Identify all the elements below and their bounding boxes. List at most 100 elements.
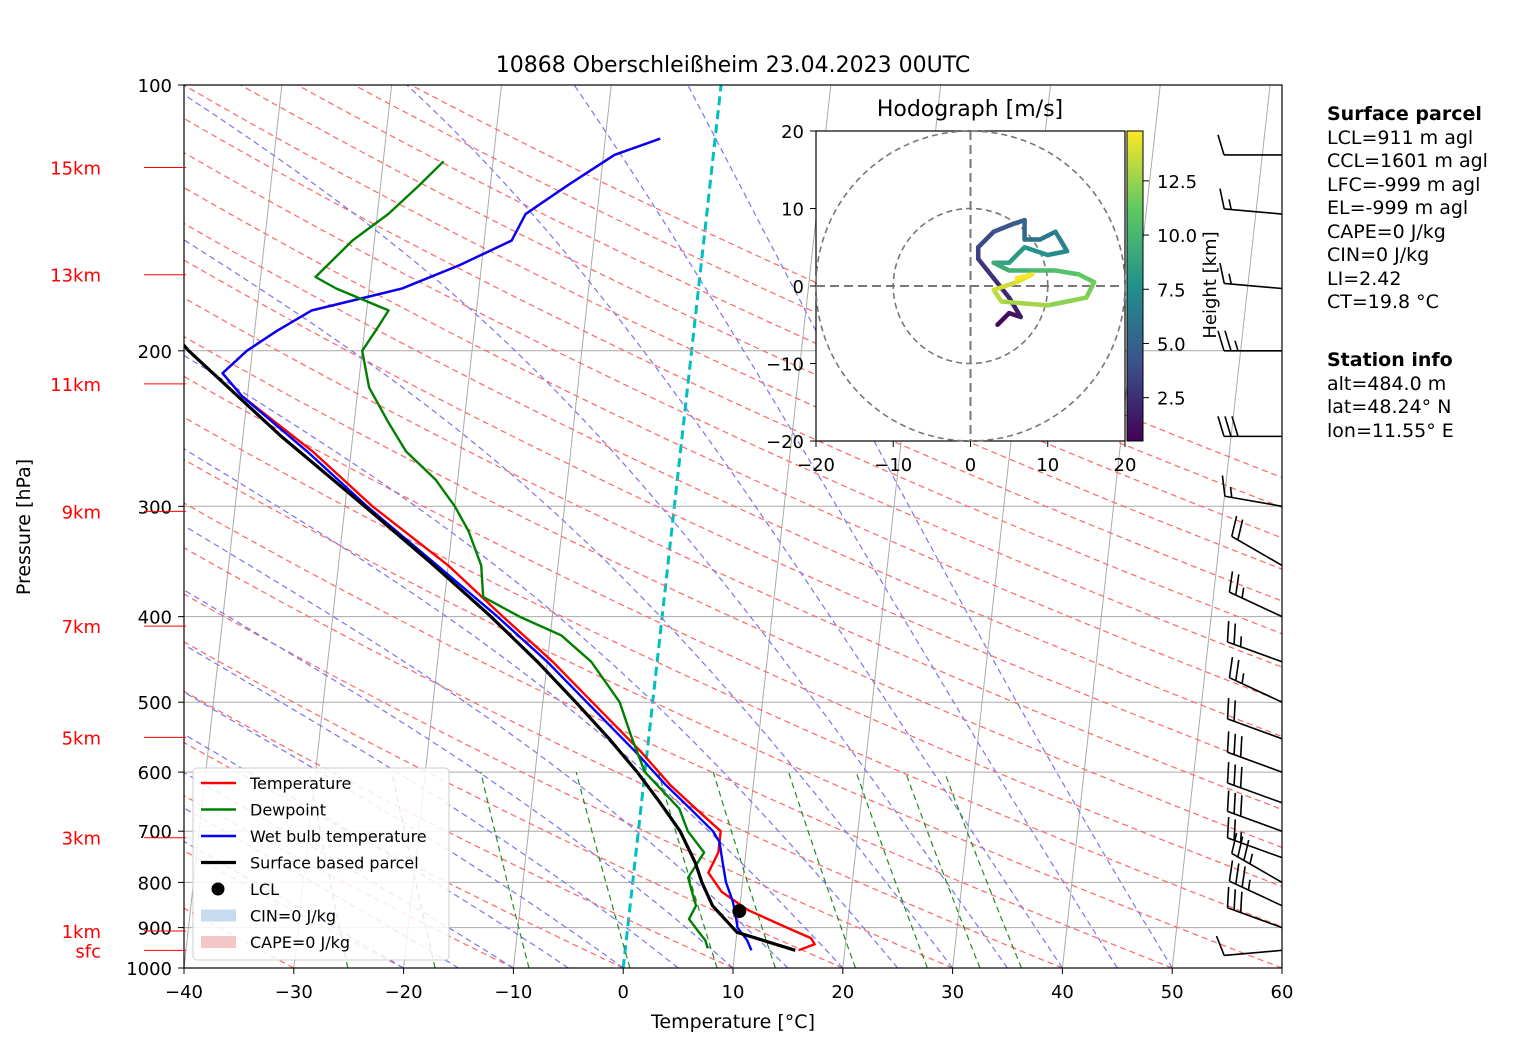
- hodograph-segment: [1053, 268, 1081, 277]
- height-label: 15km: [50, 158, 101, 179]
- wind-barb: [1219, 188, 1283, 215]
- wind-barb-flag: [1231, 416, 1239, 437]
- x-tick-label: 0: [617, 982, 628, 1003]
- moist-adiabat: [184, 93, 1008, 968]
- wind-barb-shaft: [1227, 907, 1283, 929]
- wind-barb-flag: [1239, 795, 1243, 817]
- mixing-ratio-line: [575, 771, 631, 968]
- x-axis-label: Temperature [°C]: [650, 1011, 815, 1033]
- height-label: 5km: [62, 728, 101, 749]
- wind-barb-flag: [1241, 866, 1246, 888]
- wind-barb-flag: [1233, 792, 1237, 814]
- wind-barb-shaft: [1229, 880, 1283, 907]
- li-value: LI=2.42: [1327, 267, 1402, 290]
- wind-barb-flag: [1217, 330, 1225, 352]
- wind-barb: [1226, 698, 1283, 740]
- height-label: 7km: [62, 617, 101, 638]
- wind-barb-flag: [1243, 839, 1250, 861]
- wind-barb: [1226, 816, 1283, 859]
- y-tick-label: 1000: [126, 959, 172, 980]
- wind-barb-flag: [1233, 819, 1237, 841]
- legend-label: CAPE=0 J/kg: [250, 933, 350, 952]
- moist-adiabat: [184, 448, 844, 968]
- wind-barb-half-flag: [1228, 199, 1232, 210]
- moist-adiabat: [184, 239, 954, 968]
- wind-barb-shaft: [1229, 591, 1283, 618]
- moist-adiabat: [573, 85, 1118, 968]
- wind-barb-half-flag: [1249, 853, 1254, 865]
- hodograph-title: Hodograph [m/s]: [877, 97, 1063, 122]
- wind-barb-flag: [1219, 188, 1226, 210]
- mixing-ratio-line: [943, 771, 1023, 968]
- wind-barb-shaft: [1224, 495, 1283, 508]
- hodograph-segment: [1076, 272, 1097, 285]
- height-label: 11km: [50, 375, 101, 396]
- x-tick-label: 30: [941, 982, 964, 1003]
- wind-barb-shaft: [1227, 782, 1283, 804]
- dry-adiabat: [184, 547, 1063, 968]
- wind-barb-flag: [1233, 764, 1237, 786]
- hodograph-segment: [991, 260, 1012, 273]
- hodograph-segment: [1014, 272, 1035, 281]
- wind-barb-flag: [1230, 515, 1238, 537]
- wind-barb: [1226, 790, 1283, 832]
- legend-label: LCL: [250, 880, 279, 899]
- chart-title: 10868 Oberschleißheim 23.04.2023 00UTC: [496, 53, 971, 78]
- hodograph-x-tick-label: −10: [874, 455, 912, 476]
- wind-barb-shaft: [1224, 282, 1283, 290]
- wind-barb: [1215, 935, 1283, 957]
- x-tick-label: −20: [385, 982, 423, 1003]
- station-info-panel: Station info alt=484.0 m lat=48.24° N lo…: [1327, 349, 1454, 443]
- wind-barb-half-flag: [1241, 673, 1245, 684]
- wind-barb-half-flag: [1239, 832, 1243, 843]
- lfc-value: LFC=-999 m agl: [1327, 173, 1481, 196]
- hodograph-x-tick-label: 0: [965, 455, 976, 476]
- legend-label: Temperature: [249, 774, 351, 793]
- wind-barb-shaft: [1229, 676, 1283, 703]
- x-tick-label: 50: [1161, 982, 1184, 1003]
- wind-barb-shaft: [1227, 641, 1283, 663]
- wind-barb-flag: [1221, 475, 1226, 497]
- colorbar-tick-label: 10.0: [1157, 226, 1197, 247]
- wind-barb-half-flag: [1241, 587, 1245, 599]
- height-label: 9km: [62, 502, 101, 523]
- hodograph-y-tick-label: −20: [766, 432, 804, 453]
- mixing-ratio-line: [480, 771, 530, 968]
- cape-value: CAPE=0 J/kg: [1327, 220, 1446, 243]
- wind-barb-flag: [1215, 935, 1225, 956]
- y-tick-label: 700: [138, 822, 172, 843]
- wind-barb: [1217, 330, 1282, 352]
- wind-barb-flag: [1219, 262, 1226, 284]
- wind-barb: [1226, 621, 1283, 663]
- wind-barb-flag: [1226, 886, 1230, 908]
- dry-adiabat: [184, 222, 1282, 738]
- wind-barb-flag: [1237, 519, 1244, 541]
- hodograph-colorbar: 2.5 5.0 7.5 10.0 12.5: [1126, 130, 1197, 442]
- dry-adiabat: [184, 641, 844, 968]
- colorbar-tick-label: 5.0: [1157, 334, 1186, 355]
- wind-barb-flag: [1234, 659, 1240, 681]
- wind-barb-flag: [1239, 766, 1243, 788]
- hodograph-x-tick-label: −20: [797, 455, 835, 476]
- wind-barb-flag: [1228, 860, 1234, 882]
- legend-swatch: [211, 882, 225, 896]
- hodograph-y-tick-label: 20: [781, 122, 804, 143]
- hodograph-segment: [1084, 279, 1097, 300]
- wind-barb-shaft: [1231, 535, 1283, 567]
- wind-barb-shaft: [1227, 751, 1283, 773]
- wind-barb: [1221, 475, 1283, 508]
- y-tick-label: 600: [138, 763, 172, 784]
- y-tick-label: 400: [138, 608, 172, 629]
- legend-label: Dewpoint: [250, 801, 326, 820]
- legend-swatch: [201, 936, 236, 948]
- hodograph-y-tick-label: 0: [793, 277, 804, 298]
- station-info-heading: Station info: [1327, 349, 1453, 371]
- legend-label: Surface based parcel: [250, 854, 419, 873]
- legend-label: Wet bulb temperature: [250, 827, 427, 846]
- el-value: EL=-999 m agl: [1327, 197, 1469, 219]
- station-longitude: lon=11.55° E: [1327, 419, 1454, 442]
- wind-barb-flag: [1226, 698, 1230, 719]
- ccl-value: CCL=1601 m agl: [1327, 150, 1488, 172]
- wind-barb-shaft: [1231, 852, 1283, 884]
